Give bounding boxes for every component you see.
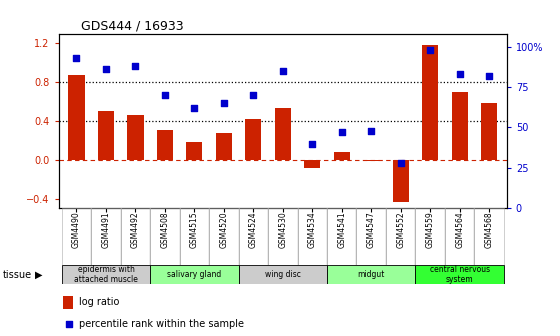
Point — [220, 100, 228, 106]
Text: GSM4492: GSM4492 — [131, 211, 140, 248]
Point — [426, 47, 435, 52]
Text: tissue: tissue — [3, 270, 32, 280]
Bar — [386, 208, 416, 265]
Bar — [157, 130, 173, 160]
Point — [484, 73, 493, 78]
Point — [190, 105, 199, 111]
Bar — [62, 265, 150, 284]
Bar — [327, 208, 357, 265]
Bar — [416, 208, 445, 265]
Bar — [445, 208, 474, 265]
Text: GSM4491: GSM4491 — [101, 211, 110, 248]
Bar — [357, 208, 386, 265]
Text: epidermis with
attached muscle: epidermis with attached muscle — [74, 265, 138, 284]
Bar — [186, 142, 203, 160]
Bar — [216, 133, 232, 160]
Text: ▶: ▶ — [35, 270, 43, 280]
Text: percentile rank within the sample: percentile rank within the sample — [79, 319, 244, 329]
Bar — [239, 265, 327, 284]
Bar — [422, 45, 438, 160]
Point — [64, 322, 73, 327]
Text: GSM4534: GSM4534 — [308, 211, 317, 248]
Point — [367, 128, 376, 133]
Bar — [393, 160, 409, 203]
Text: GSM4541: GSM4541 — [337, 211, 346, 248]
Point — [337, 130, 346, 135]
Bar — [150, 208, 180, 265]
Bar — [209, 208, 239, 265]
Point — [308, 141, 317, 146]
Bar — [180, 208, 209, 265]
Bar — [91, 208, 121, 265]
Bar — [334, 152, 350, 160]
Text: GSM4515: GSM4515 — [190, 211, 199, 248]
Bar — [150, 265, 239, 284]
Bar — [297, 208, 327, 265]
Bar — [327, 265, 416, 284]
Bar — [304, 160, 320, 168]
Text: GSM4490: GSM4490 — [72, 211, 81, 248]
Bar — [127, 115, 143, 160]
Point — [72, 55, 81, 60]
Point — [396, 160, 405, 166]
Bar — [268, 208, 297, 265]
Text: GSM4524: GSM4524 — [249, 211, 258, 248]
Point — [249, 92, 258, 98]
Text: log ratio: log ratio — [79, 297, 119, 307]
Text: GSM4547: GSM4547 — [367, 211, 376, 248]
Point — [131, 63, 140, 69]
Bar — [363, 160, 379, 161]
Text: GSM4508: GSM4508 — [160, 211, 170, 248]
Bar — [239, 208, 268, 265]
Point — [278, 68, 287, 74]
Text: GSM4568: GSM4568 — [484, 211, 493, 248]
Text: GSM4559: GSM4559 — [426, 211, 435, 248]
Text: GSM4530: GSM4530 — [278, 211, 287, 248]
Bar — [275, 108, 291, 160]
Text: GSM4552: GSM4552 — [396, 211, 405, 248]
Bar — [98, 111, 114, 160]
Text: wing disc: wing disc — [265, 270, 301, 279]
Bar — [121, 208, 150, 265]
Point — [455, 71, 464, 77]
Bar — [474, 208, 504, 265]
Point — [101, 67, 110, 72]
Text: GSM4520: GSM4520 — [220, 211, 228, 248]
Bar — [481, 103, 497, 160]
Text: central nervous
system: central nervous system — [430, 265, 489, 284]
Bar — [62, 208, 91, 265]
Text: midgut: midgut — [357, 270, 385, 279]
Bar — [63, 296, 73, 309]
Text: GDS444 / 16933: GDS444 / 16933 — [81, 19, 184, 33]
Text: salivary gland: salivary gland — [167, 270, 222, 279]
Bar — [451, 92, 468, 160]
Bar — [245, 119, 262, 160]
Bar — [68, 75, 85, 160]
Bar — [416, 265, 504, 284]
Text: GSM4564: GSM4564 — [455, 211, 464, 248]
Point — [160, 92, 169, 98]
